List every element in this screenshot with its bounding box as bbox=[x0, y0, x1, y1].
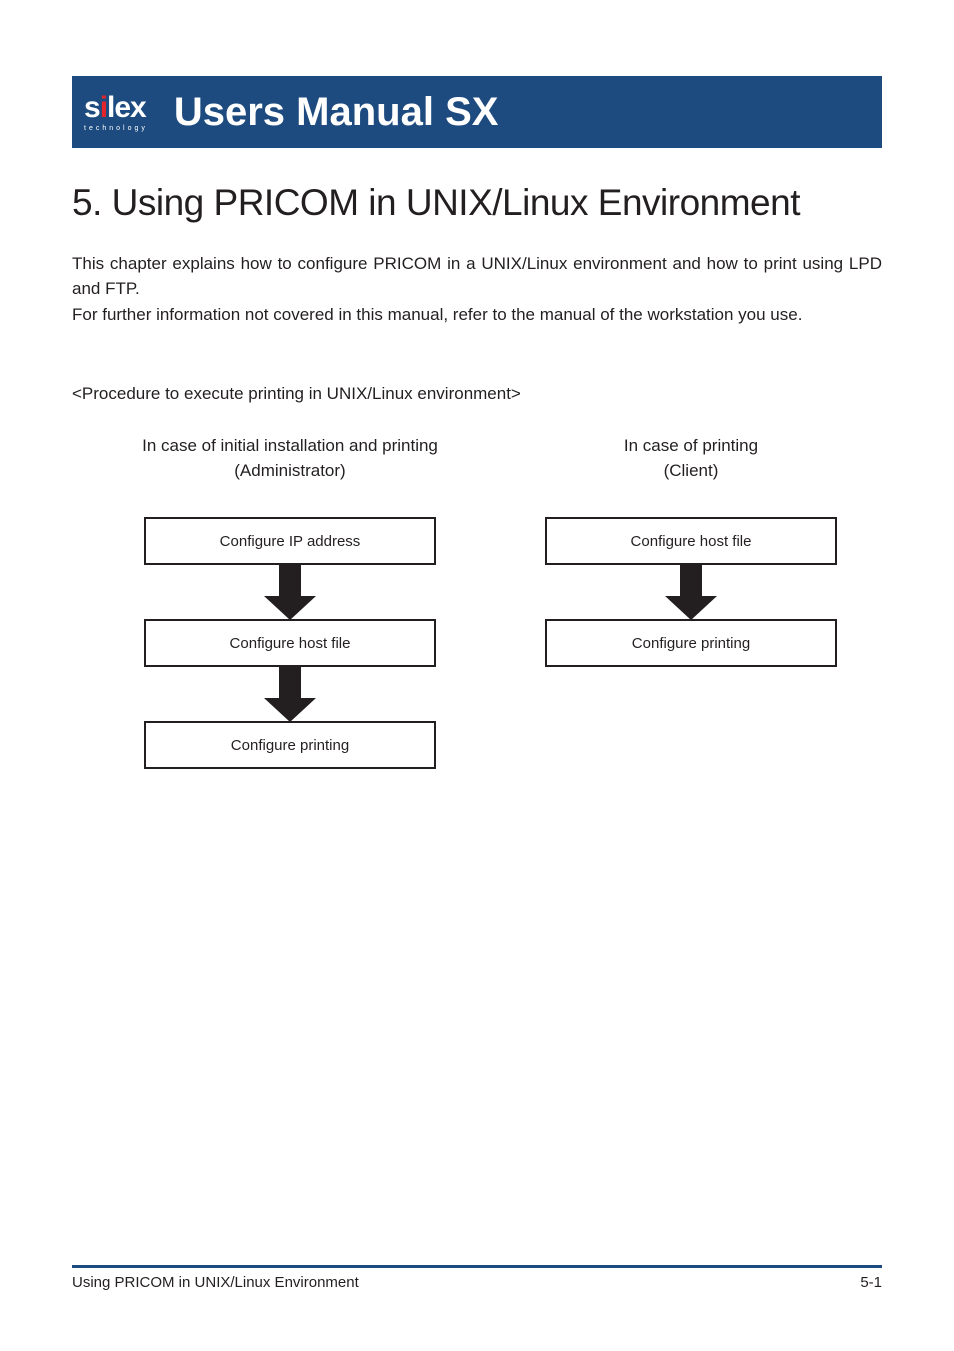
footer-row: Using PRICOM in UNIX/Linux Environment 5… bbox=[72, 1274, 882, 1291]
logo-rest: lex bbox=[107, 91, 146, 124]
arrow-down-icon bbox=[264, 666, 316, 722]
step-label: Configure host file bbox=[631, 533, 752, 550]
col-admin-title-l2: (Administrator) bbox=[234, 461, 345, 480]
logo-sub: technology bbox=[84, 125, 148, 132]
logo-i: i bbox=[100, 91, 107, 124]
logo: silex technology bbox=[84, 93, 148, 132]
col-admin-title-l1: In case of initial installation and prin… bbox=[142, 436, 438, 455]
page: silex technology Users Manual SX 5. Usin… bbox=[0, 0, 954, 1351]
col-admin-title: In case of initial installation and prin… bbox=[142, 434, 438, 483]
flow-col-client: In case of printing (Client) Configure h… bbox=[526, 434, 856, 769]
step-box: Configure host file bbox=[144, 619, 436, 667]
arrow-down-icon bbox=[264, 564, 316, 620]
flow-columns: In case of initial installation and prin… bbox=[72, 434, 882, 769]
step-box: Configure IP address bbox=[144, 517, 436, 565]
step-label: Configure printing bbox=[632, 635, 750, 652]
body-p1: This chapter explains how to configure P… bbox=[72, 252, 882, 301]
flow-col-admin: In case of initial installation and prin… bbox=[100, 434, 480, 769]
col-client-title: In case of printing (Client) bbox=[624, 434, 758, 483]
step-label: Configure printing bbox=[231, 737, 349, 754]
logo-s: s bbox=[84, 91, 100, 124]
step-box: Configure host file bbox=[545, 517, 837, 565]
footer-left: Using PRICOM in UNIX/Linux Environment bbox=[72, 1274, 359, 1291]
footer-right: 5-1 bbox=[860, 1274, 882, 1291]
footer: Using PRICOM in UNIX/Linux Environment 5… bbox=[72, 1265, 882, 1291]
logo-main: silex bbox=[84, 93, 146, 123]
header-title: Users Manual SX bbox=[174, 90, 499, 135]
step-box: Configure printing bbox=[144, 721, 436, 769]
body-p2: For further information not covered in t… bbox=[72, 303, 882, 328]
arrow-down-icon bbox=[665, 564, 717, 620]
header-bar: silex technology Users Manual SX bbox=[72, 76, 882, 148]
step-label: Configure IP address bbox=[220, 533, 361, 550]
procedure-label: <Procedure to execute printing in UNIX/L… bbox=[72, 384, 882, 404]
col-client-title-l2: (Client) bbox=[664, 461, 719, 480]
col-client-title-l1: In case of printing bbox=[624, 436, 758, 455]
chapter-title: 5. Using PRICOM in UNIX/Linux Environmen… bbox=[72, 182, 882, 224]
step-label: Configure host file bbox=[230, 635, 351, 652]
footer-rule bbox=[72, 1265, 882, 1268]
step-box: Configure printing bbox=[545, 619, 837, 667]
